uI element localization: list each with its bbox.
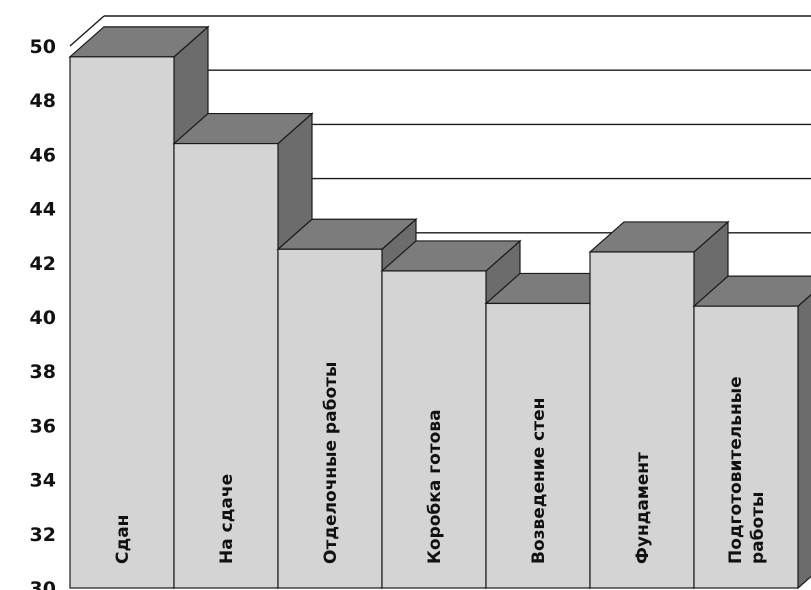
bar: Подготовительные работы [692,275,811,590]
gridline-diagonal [69,15,105,47]
bar-front [69,56,175,589]
bar-label-line: Отделочные работы [321,362,341,564]
bar-label-line: Возведение стен [529,398,549,564]
bar-label-line: Сдан [113,515,133,564]
bar-front [277,248,383,589]
bar-label: На сдаче [217,474,237,564]
y-tick-label: 34 [30,470,56,492]
bar-label-line: Коробка готова [425,409,445,564]
y-tick-label: 32 [30,524,56,546]
bar-label: Возведение стен [529,398,549,564]
bar-label: Отделочные работы [321,362,341,564]
bar-label-line: Подготовительные [726,376,746,564]
bar-side [797,293,811,590]
bar-label: Фундамент [633,452,653,564]
bars: Сдан На сдаче Отделочные работы Коробка гот… [68,25,811,590]
bar-front [173,142,279,589]
y-axis-ticks: 30 32 34 36 38 40 42 44 46 48 50 [30,36,56,590]
bar-label: Коробка готова [425,409,445,564]
bar-front [693,305,799,589]
y-tick-label: 46 [30,144,56,166]
y-tick-label: 48 [30,90,56,112]
bar-front [381,270,487,589]
bar-front [485,302,591,589]
bar-label-line: На сдаче [217,474,237,564]
y-tick-label: 50 [30,36,56,58]
y-tick-label: 42 [30,253,56,275]
y-tick-label: 30 [30,578,56,590]
y-tick-label: 44 [30,199,56,221]
bar-label-line: работы [748,492,768,564]
y-tick-label: 38 [30,361,56,383]
y-tick-label: 36 [30,415,56,437]
bar-label: Подготовительные работы [726,376,768,564]
y-tick-label: 40 [30,307,56,329]
bar-label: Сдан [113,515,133,564]
bar-front [589,251,695,589]
bar-label-line: Фундамент [633,452,653,564]
